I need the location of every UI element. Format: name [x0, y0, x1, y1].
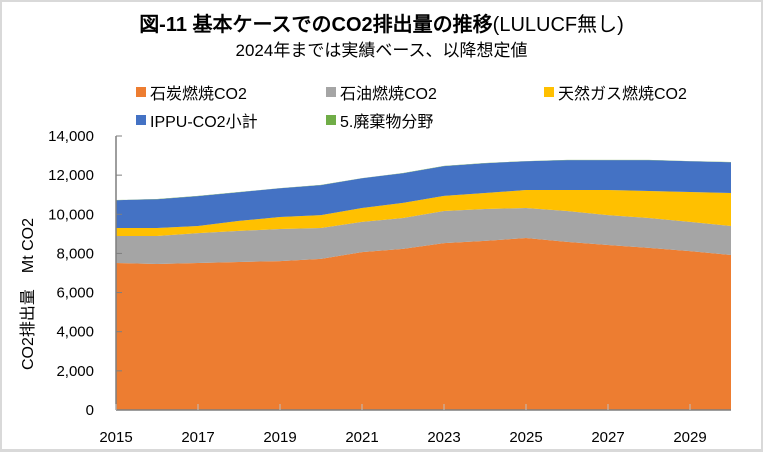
- legend-label-ippu: IPPU-CO2小計: [150, 114, 258, 131]
- legend-swatch-waste: [326, 115, 336, 125]
- y-tick-label-6: 12,000: [48, 167, 94, 184]
- y-tick-label-7: 14,000: [48, 128, 94, 145]
- y-tick-label-4: 8,000: [56, 245, 94, 262]
- y-tick-label-2: 4,000: [56, 324, 94, 341]
- x-tick-label-5: 2025: [509, 429, 542, 446]
- x-tick-label-7: 2029: [673, 429, 706, 446]
- legend-label-gas: 天然ガス燃焼CO2: [558, 86, 687, 103]
- x-tick-label-1: 2017: [181, 429, 214, 446]
- legend-label-oil: 石油燃焼CO2: [340, 86, 437, 103]
- x-tick-label-3: 2021: [345, 429, 378, 446]
- legend-label-waste: 5.廃棄物分野: [340, 114, 434, 131]
- area-series-2: [116, 190, 731, 236]
- legend-item-oil: 石油燃焼CO2: [326, 80, 437, 104]
- legend-label-coal: 石炭燃焼CO2: [150, 86, 247, 103]
- legend-item-gas: 天然ガス燃焼CO2: [544, 80, 687, 104]
- y-tick-label-3: 6,000: [56, 285, 94, 302]
- legend-item-waste: 5.廃棄物分野: [326, 108, 433, 132]
- y-tick-label-1: 2,000: [56, 363, 94, 380]
- area-series-0: [116, 238, 731, 410]
- area-series-1: [116, 208, 731, 264]
- y-tick-label-5: 10,000: [48, 206, 94, 223]
- legend-swatch-coal: [136, 87, 146, 97]
- x-tick-label-0: 2015: [99, 429, 132, 446]
- legend-swatch-ippu: [136, 115, 146, 125]
- area-series-3: [116, 160, 731, 228]
- chart-subtitle: 2024年までは実績ベース、以降想定値: [235, 41, 528, 60]
- legend-swatch-oil: [326, 87, 336, 97]
- x-tick-label-2: 2019: [263, 429, 296, 446]
- x-tick-label-4: 2023: [427, 429, 460, 446]
- chart-title-main: 図-11 基本ケースでのCO2排出量の推移: [139, 14, 493, 36]
- legend-item-ippu: IPPU-CO2小計: [136, 108, 258, 132]
- x-tick-label-6: 2027: [591, 429, 624, 446]
- chart-title-tail: (LULUCF無し): [492, 14, 624, 36]
- legend-item-coal: 石炭燃焼CO2: [136, 80, 247, 104]
- legend-swatch-gas: [544, 87, 554, 97]
- y-tick-label-0: 0: [86, 402, 94, 419]
- chart-title: 図-11 基本ケースでのCO2排出量の推移(LULUCF無し): [0, 8, 763, 37]
